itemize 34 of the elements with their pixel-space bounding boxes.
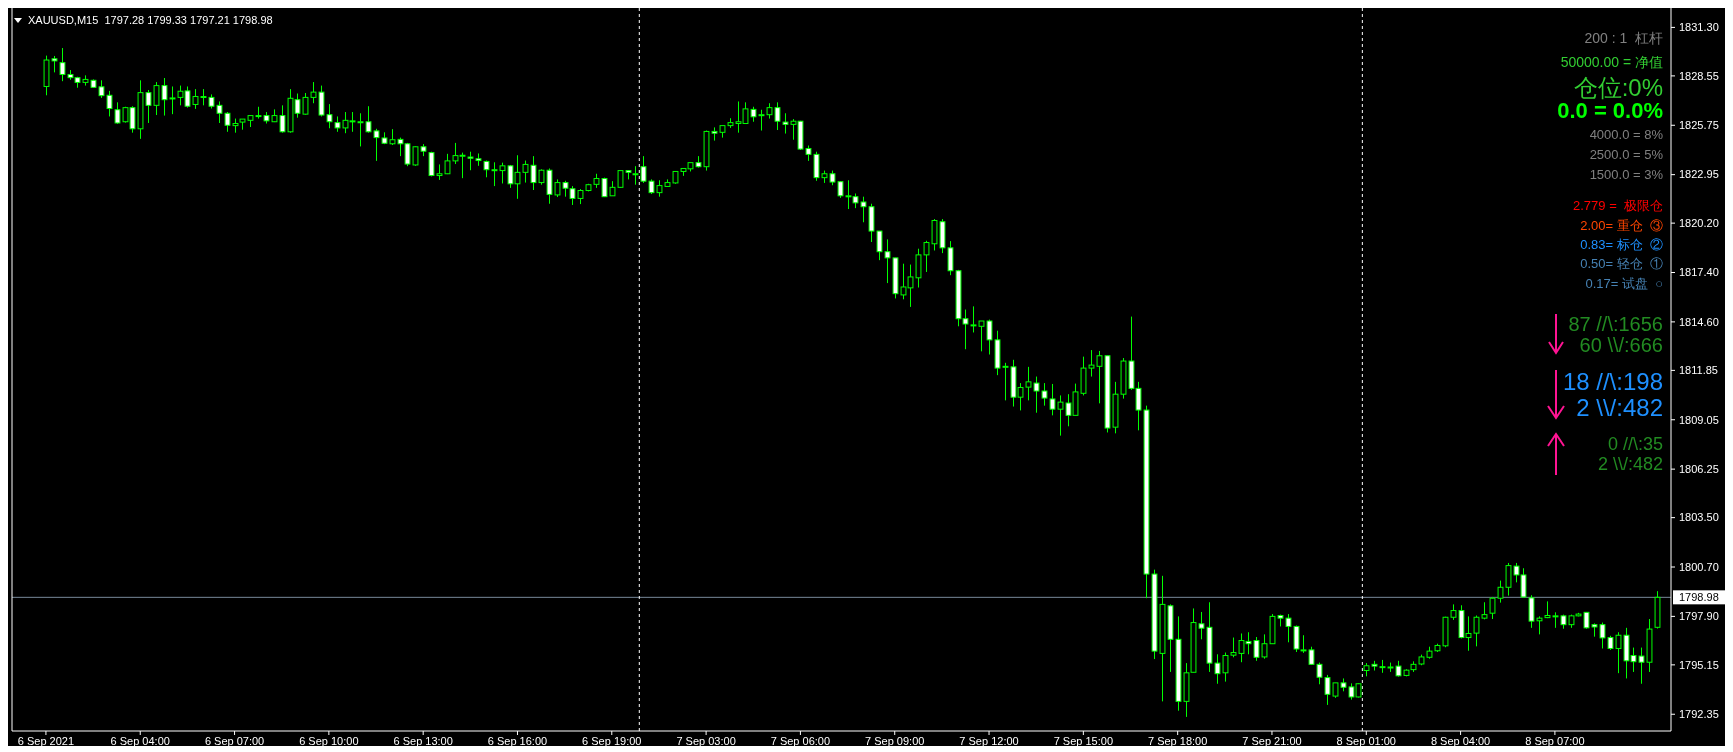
y-tick-label: 1803.50	[1679, 511, 1719, 524]
annotation: 0.83= 标仓 ②	[1580, 237, 1663, 252]
y-tick-label: 1820.20	[1679, 216, 1719, 229]
annotation: 200 : 1 杠杆	[1584, 30, 1663, 46]
y-tick-label: 1809.05	[1679, 413, 1719, 426]
annotation: 仓位:0%	[1573, 74, 1663, 101]
y-tick-label: 1811.85	[1679, 364, 1718, 377]
y-tick-label: 1825.75	[1679, 119, 1719, 132]
annotation: 87 //\:1656	[1568, 313, 1663, 335]
annotation: 2.779 = 极限仓	[1573, 198, 1663, 213]
y-tick-label: 1800.70	[1679, 560, 1719, 573]
annotation: 2 \\/:482	[1576, 394, 1663, 421]
annotation: 4000.0 = 8%	[1589, 127, 1664, 142]
y-tick-label: 1797.90	[1679, 610, 1719, 623]
annotation: 1500.0 = 3%	[1589, 167, 1664, 182]
y-tick-label: 1831.30	[1679, 21, 1719, 34]
annotation: 2.00= 重仓 ③	[1580, 218, 1663, 233]
text: XAUUSD,M15 1797.28 1799.33 1797.21 1798.98	[28, 14, 273, 26]
y-tick-label: 1822.95	[1679, 168, 1719, 181]
y-tick-label: 1828.55	[1679, 69, 1719, 82]
annotation: 0.50= 轻仓 ①	[1580, 256, 1663, 271]
annotation: 50000.00 = 净值	[1560, 54, 1663, 70]
y-tick-label: 1792.35	[1679, 708, 1719, 721]
annotation: 2 \\/:482	[1597, 454, 1663, 474]
y-tick-label: 1795.15	[1679, 658, 1719, 671]
annotation: 0 //\:35	[1607, 434, 1663, 454]
annotation: 18 //\:198	[1562, 368, 1663, 395]
y-tick-label: 1817.40	[1679, 266, 1719, 279]
y-tick-label: 1814.60	[1679, 315, 1719, 328]
ref-line-label: 1798.98	[1679, 591, 1719, 604]
y-tick-label: 1806.25	[1679, 462, 1719, 475]
annotation: 0.17= 试盘 ○	[1585, 276, 1663, 291]
annotation: 60 \\/:666	[1579, 334, 1663, 356]
annotation: 2500.0 = 5%	[1589, 147, 1664, 162]
